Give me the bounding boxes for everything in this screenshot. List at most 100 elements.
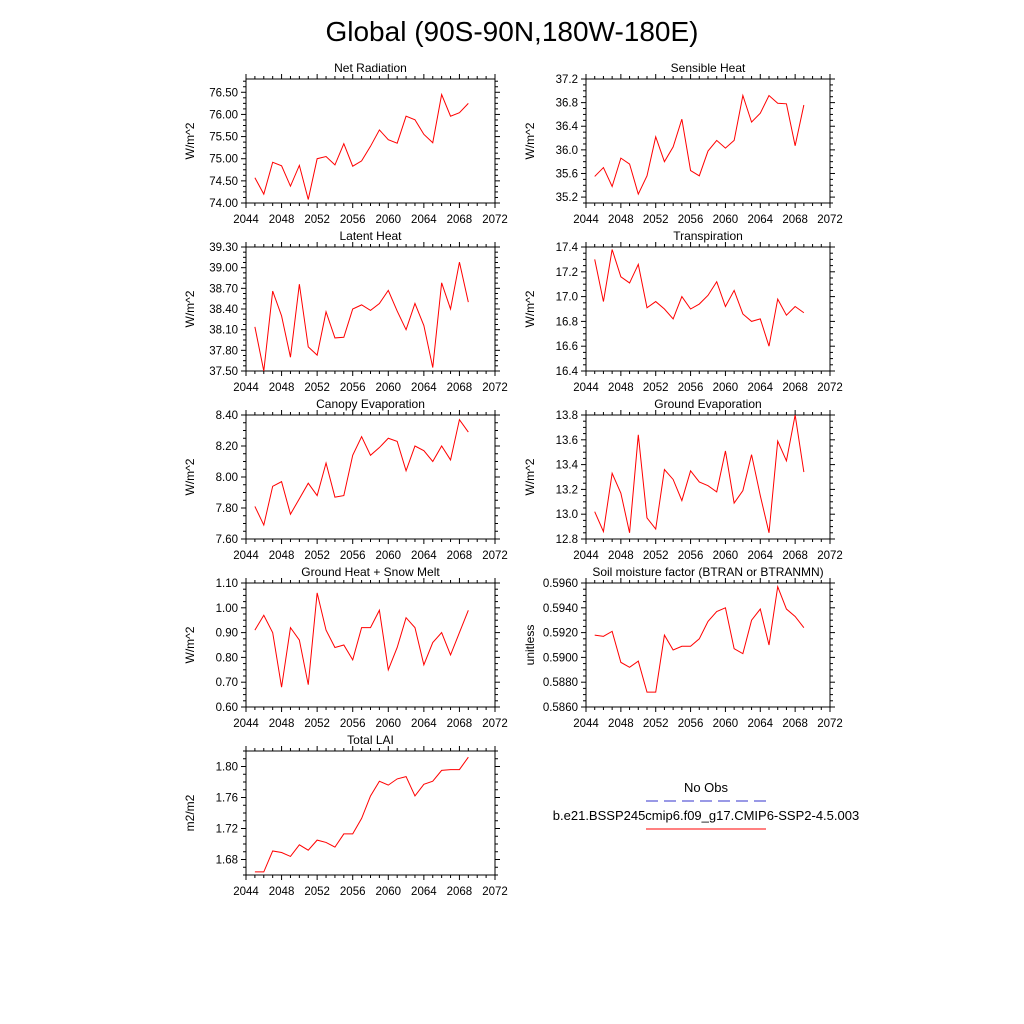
x-tick-label: 2072 bbox=[482, 214, 508, 226]
x-tick-label: 2060 bbox=[375, 214, 401, 226]
y-tick-label: 37.2 bbox=[556, 74, 578, 86]
x-tick-label: 2044 bbox=[233, 214, 259, 226]
y-tick-label: 0.70 bbox=[216, 677, 238, 689]
x-tick-label: 2052 bbox=[304, 550, 330, 562]
x-tick-label: 2052 bbox=[643, 550, 669, 562]
y-tick-label: 1.80 bbox=[216, 762, 238, 774]
x-tick-label: 2056 bbox=[678, 382, 704, 394]
x-tick-label: 2064 bbox=[411, 718, 437, 730]
x-tick-label: 2064 bbox=[411, 214, 437, 226]
y-tick-label: 17.2 bbox=[556, 267, 578, 279]
x-tick-label: 2064 bbox=[411, 550, 437, 562]
y-tick-label: 74.00 bbox=[209, 198, 238, 210]
x-tick-label: 2060 bbox=[375, 382, 401, 394]
x-tick-label: 2052 bbox=[643, 382, 669, 394]
plot-frame bbox=[585, 78, 831, 204]
y-tick-label: 38.40 bbox=[209, 304, 238, 316]
y-tick-label: 35.2 bbox=[556, 192, 578, 204]
y-tick-label: 13.4 bbox=[556, 460, 579, 472]
panel-title: Canopy Evaporation bbox=[316, 397, 425, 411]
y-tick-label: 8.20 bbox=[216, 441, 238, 453]
plot-frame bbox=[245, 78, 496, 204]
y-axis-label: W/m^2 bbox=[523, 458, 537, 495]
y-axis-label: W/m^2 bbox=[183, 290, 197, 327]
x-tick-label: 2068 bbox=[447, 886, 473, 898]
y-tick-label: 76.00 bbox=[209, 109, 238, 121]
y-tick-label: 38.70 bbox=[209, 283, 238, 295]
x-tick-label: 2056 bbox=[678, 214, 704, 226]
y-tick-label: 39.30 bbox=[209, 242, 238, 254]
panel-ground-evaporation: Ground Evaporation W/m^2 2044 2048 2052 2056 2… bbox=[523, 397, 843, 562]
legend-model-label: b.e21.BSSP245cmip6.f09_g17.CMIP6-SSP2-4.… bbox=[553, 808, 859, 823]
x-tick-label: 2068 bbox=[782, 718, 808, 730]
x-tick-label: 2064 bbox=[747, 550, 773, 562]
y-axis-label: W/m^2 bbox=[183, 626, 197, 663]
y-tick-label: 13.2 bbox=[556, 484, 578, 496]
y-tick-label: 0.5880 bbox=[543, 677, 578, 689]
x-tick-label: 2052 bbox=[304, 382, 330, 394]
y-tick-label: 38.10 bbox=[209, 325, 238, 337]
y-tick-label: 17.4 bbox=[556, 242, 579, 254]
x-tick-label: 2044 bbox=[233, 550, 259, 562]
x-tick-label: 2068 bbox=[447, 382, 473, 394]
panel-canopy-evaporation: Canopy Evaporation W/m^2 2044 2048 2052 2056 2… bbox=[183, 397, 508, 562]
x-tick-label: 2060 bbox=[713, 718, 739, 730]
y-tick-label: 75.00 bbox=[209, 154, 238, 166]
x-tick-label: 2048 bbox=[269, 214, 295, 226]
y-tick-label: 36.0 bbox=[556, 145, 578, 157]
x-tick-label: 2044 bbox=[233, 886, 259, 898]
x-tick-label: 2060 bbox=[713, 214, 739, 226]
x-tick-label: 2060 bbox=[713, 550, 739, 562]
x-tick-label: 2064 bbox=[411, 886, 437, 898]
panel-title: Sensible Heat bbox=[671, 61, 746, 75]
panel-title: Total LAI bbox=[347, 733, 394, 747]
panel-ground-heat-snow-melt: Ground Heat + Snow Melt W/m^2 2044 2048 2052… bbox=[183, 565, 508, 730]
x-tick-label: 2056 bbox=[678, 550, 704, 562]
x-tick-label: 2060 bbox=[375, 886, 401, 898]
y-tick-label: 13.6 bbox=[556, 435, 578, 447]
x-tick-label: 2072 bbox=[482, 886, 508, 898]
plot-frame bbox=[245, 414, 496, 540]
x-tick-label: 2052 bbox=[304, 718, 330, 730]
y-tick-label: 1.76 bbox=[216, 793, 238, 805]
y-tick-label: 8.40 bbox=[216, 410, 238, 422]
panel-title: Soil moisture factor (BTRAN or BTRANMN) bbox=[592, 565, 823, 579]
x-tick-label: 2044 bbox=[233, 718, 259, 730]
x-tick-label: 2072 bbox=[817, 382, 843, 394]
x-tick-label: 2056 bbox=[340, 718, 366, 730]
x-tick-label: 2052 bbox=[304, 886, 330, 898]
x-tick-label: 2044 bbox=[573, 214, 599, 226]
x-tick-label: 2044 bbox=[573, 718, 599, 730]
y-tick-label: 39.00 bbox=[209, 263, 238, 275]
y-tick-label: 8.00 bbox=[216, 472, 238, 484]
series-line bbox=[254, 756, 469, 873]
x-tick-label: 2056 bbox=[340, 382, 366, 394]
x-tick-label: 2068 bbox=[782, 382, 808, 394]
panel-soil-moisture-factor: Soil moisture factor (BTRAN or BTRANMN) u… bbox=[523, 565, 843, 730]
y-tick-label: 37.50 bbox=[209, 366, 238, 378]
y-tick-label: 74.50 bbox=[209, 176, 238, 188]
y-tick-label: 37.80 bbox=[209, 345, 238, 357]
y-tick-label: 35.6 bbox=[556, 168, 578, 180]
series-line bbox=[594, 249, 805, 347]
y-axis-label: W/m^2 bbox=[523, 290, 537, 327]
x-tick-label: 2048 bbox=[269, 382, 295, 394]
panel-total-lai: Total LAI m2/m2 2044 2048 2052 2056 2060 2064 20… bbox=[183, 733, 508, 898]
x-tick-label: 2056 bbox=[340, 550, 366, 562]
x-tick-label: 2064 bbox=[747, 718, 773, 730]
plot-frame bbox=[585, 246, 831, 372]
y-tick-label: 0.5860 bbox=[543, 702, 578, 714]
panel-transpiration: Transpiration W/m^2 2044 2048 2052 2056 2060 20… bbox=[523, 229, 843, 394]
y-axis-label: W/m^2 bbox=[183, 122, 197, 159]
y-tick-label: 16.8 bbox=[556, 316, 578, 328]
x-tick-label: 2056 bbox=[340, 214, 366, 226]
x-tick-label: 2052 bbox=[304, 214, 330, 226]
y-tick-label: 7.80 bbox=[216, 503, 238, 515]
y-tick-label: 16.4 bbox=[556, 366, 579, 378]
x-tick-label: 2052 bbox=[643, 214, 669, 226]
x-tick-label: 2064 bbox=[747, 214, 773, 226]
y-tick-label: 0.5900 bbox=[543, 652, 578, 664]
plot-frame bbox=[585, 582, 831, 708]
panel-title: Latent Heat bbox=[339, 229, 402, 243]
